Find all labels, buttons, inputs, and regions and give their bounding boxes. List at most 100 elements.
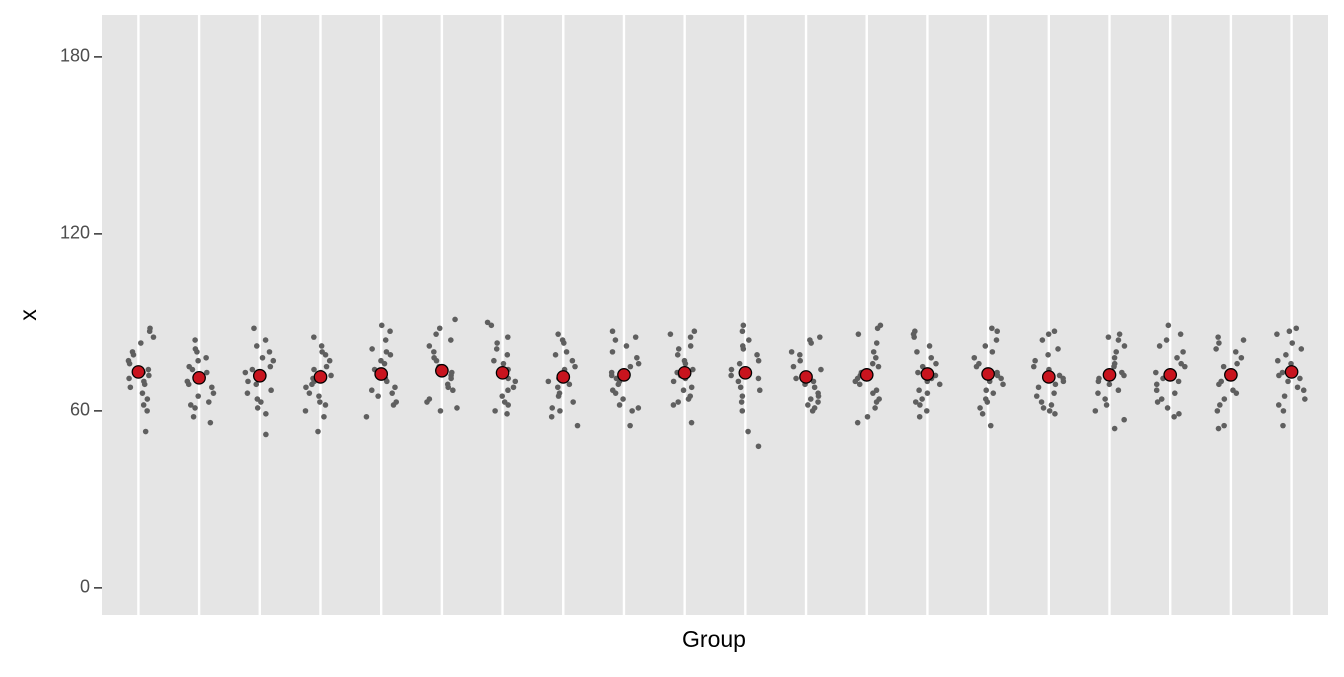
point (259, 354, 266, 361)
point (670, 378, 677, 385)
point (990, 390, 997, 396)
point (557, 408, 563, 414)
point (387, 352, 394, 358)
point (570, 399, 576, 405)
point (437, 408, 444, 414)
point (1175, 378, 1182, 385)
mean-point (374, 367, 389, 381)
point (144, 408, 150, 414)
point (805, 402, 811, 408)
point (977, 405, 983, 411)
point (493, 346, 500, 352)
point (245, 378, 251, 385)
point (691, 328, 698, 335)
point (268, 387, 274, 394)
point (382, 337, 389, 343)
point (267, 363, 274, 370)
point (1177, 331, 1184, 337)
point (912, 399, 919, 405)
point (499, 393, 506, 399)
point (445, 384, 452, 391)
point (1221, 396, 1228, 402)
point (739, 328, 746, 335)
point (745, 428, 751, 435)
point (378, 322, 385, 329)
point (989, 349, 996, 355)
mean-point (252, 368, 267, 383)
point (755, 357, 762, 364)
point (512, 378, 519, 385)
y-tick-label: 0 (80, 577, 90, 597)
point (303, 384, 309, 391)
point (504, 411, 510, 417)
point (548, 413, 555, 420)
point (139, 390, 146, 396)
point (1215, 425, 1222, 432)
point (504, 352, 511, 358)
point (609, 328, 616, 335)
point (1056, 372, 1063, 379)
point (807, 337, 813, 343)
point (1216, 340, 1222, 346)
point (510, 384, 517, 391)
point (811, 384, 818, 391)
point (494, 340, 500, 346)
point (738, 399, 745, 405)
point (615, 381, 622, 388)
point (864, 413, 871, 420)
point (609, 349, 616, 355)
point (914, 349, 920, 355)
point (1051, 390, 1057, 396)
point (1283, 352, 1289, 358)
point (675, 346, 682, 352)
point (448, 375, 454, 382)
point (755, 443, 762, 450)
point (500, 360, 507, 367)
point (807, 396, 814, 402)
point (635, 360, 642, 367)
point (1178, 360, 1184, 367)
point (1051, 328, 1058, 335)
point (452, 316, 458, 323)
point (387, 328, 393, 335)
point (1274, 357, 1281, 364)
point (488, 322, 495, 329)
point (989, 325, 995, 332)
point (144, 396, 151, 402)
point (375, 393, 381, 399)
point (923, 408, 930, 414)
point (1153, 369, 1159, 376)
point (424, 399, 430, 405)
point (1281, 393, 1288, 399)
point (815, 399, 821, 405)
point (192, 346, 199, 352)
mean-point (495, 365, 510, 380)
point (555, 331, 561, 337)
point (316, 393, 322, 399)
point (1213, 346, 1219, 352)
point (735, 378, 742, 385)
point (126, 360, 133, 367)
point (431, 349, 437, 355)
point (1232, 349, 1239, 355)
point (322, 402, 329, 408)
point (549, 405, 556, 411)
point (793, 375, 799, 382)
point (690, 366, 696, 373)
point (574, 422, 581, 429)
point (1294, 384, 1301, 391)
point (1030, 363, 1037, 370)
point (976, 360, 982, 367)
point (674, 352, 681, 358)
point (1092, 408, 1099, 414)
point (739, 393, 746, 399)
point (854, 419, 861, 426)
point (326, 357, 333, 364)
mean-point (1102, 368, 1117, 382)
point (1113, 349, 1120, 355)
point (919, 396, 925, 402)
point (146, 328, 153, 335)
point (1103, 402, 1110, 408)
